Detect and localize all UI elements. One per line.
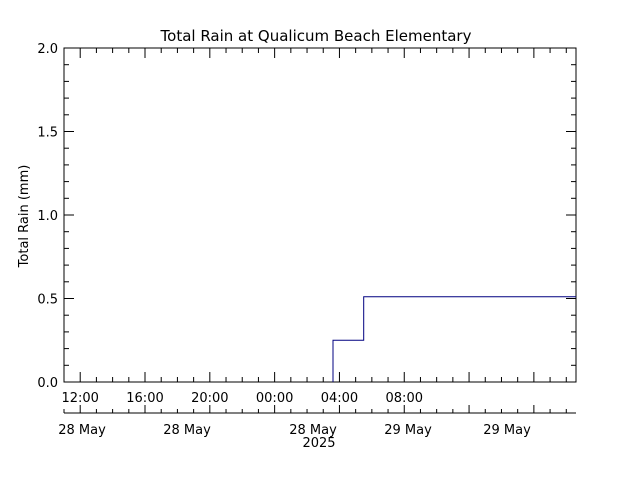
x-date-label: 28 May bbox=[163, 423, 211, 438]
y-tick-label: 1.0 bbox=[37, 209, 58, 224]
y-tick-label: 2.0 bbox=[37, 42, 58, 57]
rain-series-line bbox=[332, 296, 576, 382]
chart-title: Total Rain at Qualicum Beach Elementary bbox=[160, 27, 472, 45]
y-tick-label: 1.5 bbox=[37, 126, 58, 141]
x-date-label: 29 May bbox=[384, 423, 432, 438]
y-tick-label: 0.0 bbox=[37, 376, 58, 391]
y-tick-label: 0.5 bbox=[37, 293, 58, 308]
y-axis-label: Total Rain (mm) bbox=[17, 165, 32, 269]
x-time-label: 16:00 bbox=[126, 391, 163, 406]
x-time-label: 04:00 bbox=[321, 391, 358, 406]
x-time-label: 12:00 bbox=[61, 391, 98, 406]
series-group bbox=[332, 296, 576, 382]
tick-labels: 0.0 0.5 1.0 1.5 2.0 12:00 16:00 20:00 00:00 04:00… bbox=[37, 42, 531, 438]
x-date-label: 28 May bbox=[58, 423, 106, 438]
x-date-label: 28 May bbox=[289, 423, 337, 438]
plot-frame bbox=[63, 47, 577, 383]
x-time-label: 20:00 bbox=[191, 391, 228, 406]
year-label: 2025 bbox=[302, 436, 335, 451]
plot-axes bbox=[63, 47, 577, 414]
x-time-label: 08:00 bbox=[386, 391, 423, 406]
x-time-label: 00:00 bbox=[256, 391, 293, 406]
x-date-label: 29 May bbox=[483, 423, 531, 438]
